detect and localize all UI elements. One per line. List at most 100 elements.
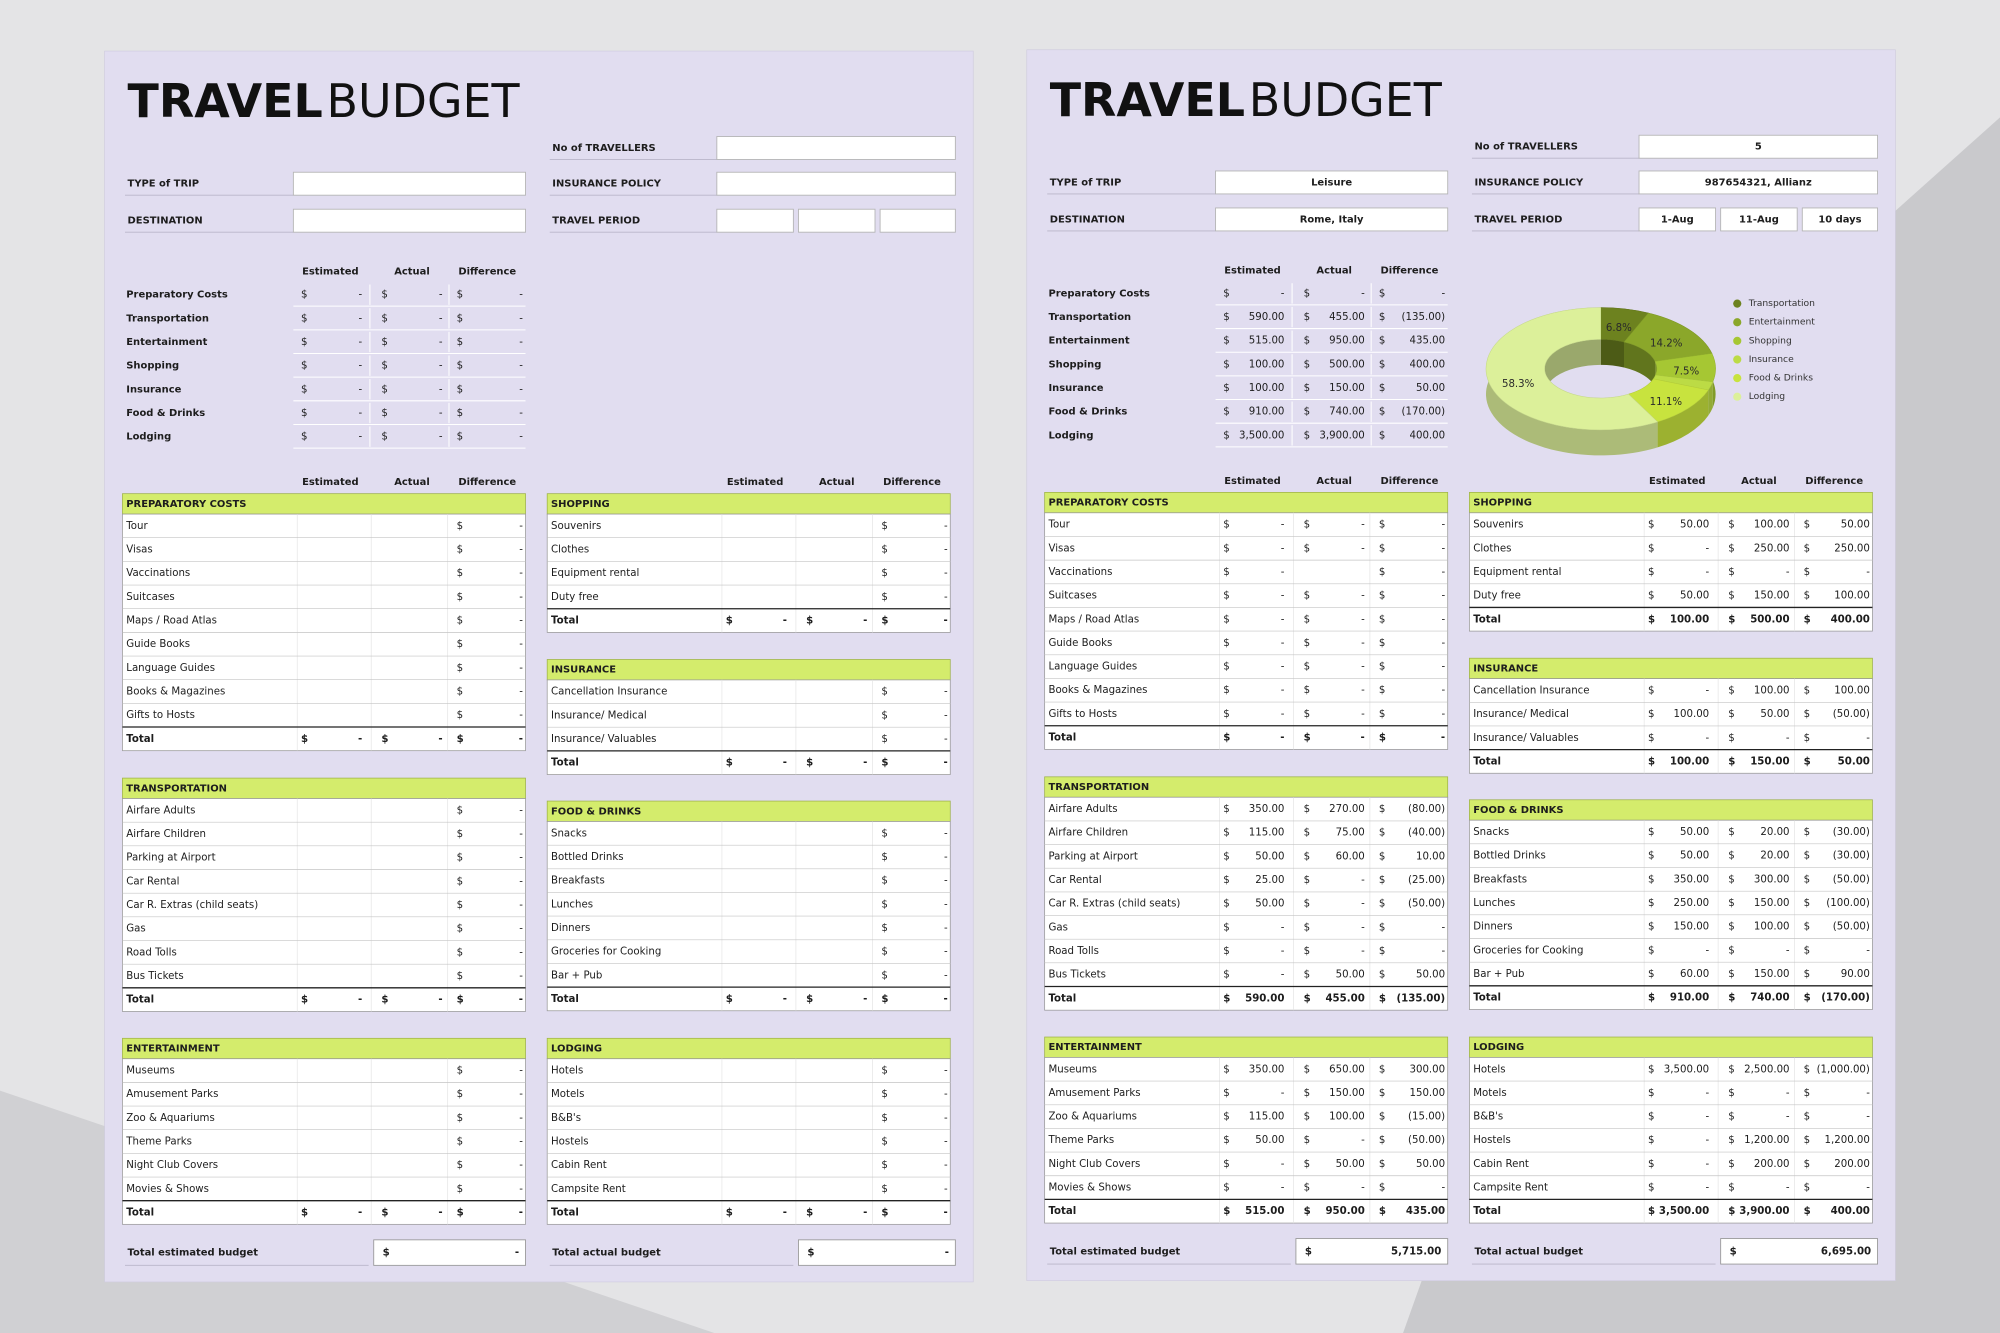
cell-value: 500.00	[1329, 359, 1365, 370]
item-label: Breakfasts	[1473, 874, 1527, 885]
summary-label: Preparatory Costs	[126, 290, 228, 301]
cell-value: -	[1705, 733, 1709, 744]
currency-symbol: $	[1804, 709, 1810, 720]
currency-symbol: $	[1804, 851, 1810, 862]
currency-symbol: $	[1648, 685, 1654, 696]
cell-value: -	[1866, 733, 1870, 744]
field-box	[1638, 170, 1878, 195]
cell-value: -	[519, 876, 523, 887]
cell-value: (15.00)	[1408, 1112, 1445, 1123]
currency-symbol: $	[881, 899, 887, 910]
cell-value: -	[1281, 946, 1285, 957]
cell-value: 100.00	[1670, 756, 1709, 767]
section-body	[122, 798, 526, 1012]
legend-swatch	[1733, 392, 1742, 401]
cell-value: 3,500.00	[1664, 1064, 1709, 1075]
item-label: Maps / Road Atlas	[126, 616, 217, 627]
cell-value: -	[1786, 1183, 1790, 1194]
currency-symbol: $	[1223, 875, 1229, 886]
currency-symbol: $	[1728, 1206, 1735, 1217]
section-body	[546, 513, 951, 633]
currency-symbol: $	[381, 734, 388, 745]
currency-symbol: $	[1223, 1112, 1229, 1123]
cell-value: -	[944, 521, 948, 532]
cell-value: -	[944, 568, 948, 579]
currency-symbol: $	[1304, 1135, 1310, 1146]
currency-symbol: $	[881, 758, 888, 769]
section-title: TRANSPORTATION	[1048, 782, 1149, 793]
legend-swatch	[1733, 336, 1742, 345]
total-label: Total	[126, 734, 154, 745]
cell-value: (1,000.00)	[1817, 1064, 1870, 1075]
cell-value: -	[519, 313, 523, 324]
currency-symbol: $	[1728, 733, 1734, 744]
currency-symbol: $	[301, 734, 308, 745]
budget-total-value: 6,695.00	[1821, 1246, 1871, 1257]
currency-symbol: $	[457, 290, 463, 301]
item-label: Hotels	[1473, 1064, 1505, 1075]
cell-value: -	[944, 545, 948, 556]
legend-label: Shopping	[1749, 335, 1792, 346]
cell-value: -	[519, 805, 523, 816]
cell-value: 150.00	[1329, 1088, 1365, 1099]
column-header: Estimated	[1224, 476, 1281, 487]
budget-total-box	[798, 1239, 956, 1266]
currency-symbol: $	[301, 313, 307, 324]
currency-symbol: $	[1728, 1088, 1734, 1099]
item-label: Insurance/ Valuables	[1473, 733, 1578, 744]
cell-value: -	[783, 616, 787, 627]
cell-value: 350.00	[1674, 874, 1710, 885]
cell-value: 100.00	[1834, 685, 1870, 696]
item-label: Movies & Shows	[1048, 1183, 1131, 1194]
cell-value: -	[1281, 567, 1285, 578]
cell-value: -	[1866, 1088, 1870, 1099]
currency-symbol: $	[1379, 383, 1385, 394]
currency-symbol: $	[881, 1066, 887, 1077]
item-label: Campsite Rent	[1473, 1183, 1548, 1194]
currency-symbol: $	[1379, 851, 1385, 862]
currency-symbol: $	[1304, 359, 1310, 370]
currency-symbol: $	[881, 852, 887, 863]
currency-symbol: $	[1379, 970, 1385, 981]
currency-symbol: $	[1304, 875, 1310, 886]
cell-value: -	[944, 828, 948, 839]
cell-value: 200.00	[1754, 1159, 1790, 1170]
cell-value: -	[359, 408, 363, 419]
currency-symbol: $	[1304, 899, 1310, 910]
field-value: 5	[1755, 142, 1762, 153]
field-box	[1215, 170, 1449, 195]
cell-value: -	[1705, 685, 1709, 696]
title-bold: TRAVEL	[1050, 73, 1245, 127]
item-label: Airfare Children	[126, 829, 206, 840]
cell-value: 150.00	[1750, 756, 1789, 767]
section-body	[1044, 796, 1449, 1011]
cell-value: 3,900.00	[1739, 1206, 1789, 1217]
currency-symbol: $	[381, 290, 387, 301]
cell-value: -	[1361, 946, 1365, 957]
cell-value: -	[438, 995, 442, 1006]
pie-value-label: 7.5%	[1673, 367, 1699, 378]
pie-value-label: 58.3%	[1502, 379, 1535, 390]
total-label: Total	[1473, 614, 1501, 625]
currency-symbol: $	[457, 639, 463, 650]
field-value: 987654321, Allianz	[1705, 177, 1812, 188]
currency-symbol: $	[1379, 288, 1385, 299]
total-label: Total	[126, 995, 154, 1006]
cell-value: 100.00	[1249, 359, 1285, 370]
column-header: Difference	[1381, 476, 1439, 487]
cell-value: 150.00	[1754, 898, 1790, 909]
cell-value: -	[519, 924, 523, 935]
cell-value: 950.00	[1329, 336, 1365, 347]
currency-symbol: $	[1728, 520, 1734, 531]
cell-value: -	[783, 994, 787, 1005]
currency-symbol: $	[457, 384, 463, 395]
currency-symbol: $	[1379, 407, 1385, 418]
cell-value: 100.00	[1754, 520, 1790, 531]
field-box	[292, 208, 526, 233]
cell-value: 400.00	[1409, 430, 1445, 441]
column-header: Estimated	[727, 477, 784, 488]
budget-total-box	[373, 1239, 526, 1266]
cell-value: -	[944, 970, 948, 981]
item-label: Hostels	[551, 1137, 589, 1148]
cell-value: -	[1866, 945, 1870, 956]
